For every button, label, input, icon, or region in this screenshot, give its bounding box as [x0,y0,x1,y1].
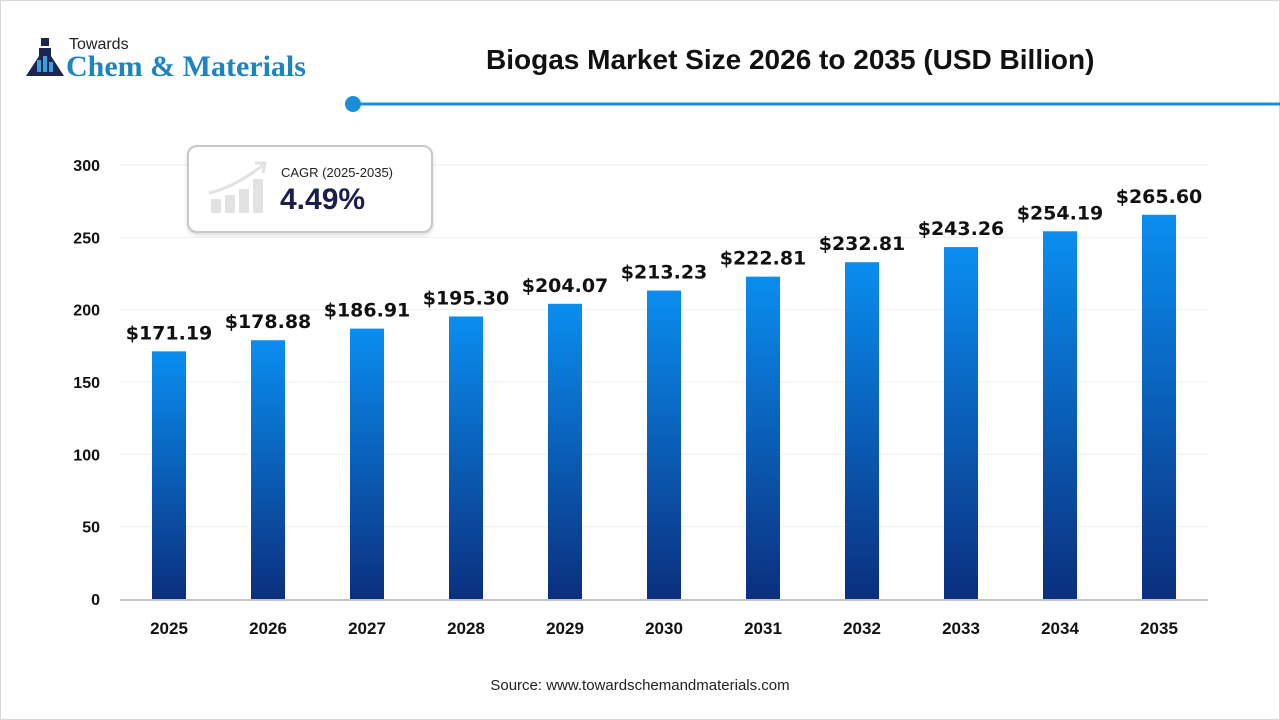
source-text: Source: www.towardschemandmaterials.com [490,677,790,694]
cagr-label: CAGR (2025-2035) [281,165,393,180]
bar-2028 [449,316,483,599]
data-label: $213.23 [621,262,708,284]
data-label: $171.19 [126,322,213,344]
bar-2034 [1043,231,1077,600]
data-label: $265.60 [1116,186,1203,208]
bar-2033 [944,247,978,599]
x-tick-label: 2027 [348,619,386,638]
bar-2030 [647,290,681,599]
y-tick-label: 300 [73,158,100,175]
bar-2035 [1142,214,1176,600]
bar-2026 [251,340,285,599]
x-tick-label: 2025 [150,619,188,638]
x-tick-label: 2030 [645,619,683,638]
bar-2027 [350,328,384,599]
data-label: $232.81 [819,233,906,255]
data-label: $204.07 [522,275,609,297]
brand-line1: Towards [69,36,129,53]
y-tick-label: 150 [73,375,100,392]
y-tick-label: 50 [82,520,100,537]
data-label: $222.81 [720,248,807,270]
growth-chart-icon [208,161,267,213]
y-tick-label: 0 [91,592,100,609]
bar-2031 [746,276,780,599]
x-tick-label: 2028 [447,619,485,638]
data-label: $254.19 [1017,202,1104,224]
y-tick-label: 250 [73,230,100,247]
y-tick-label: 200 [73,303,100,320]
x-tick-label: 2026 [249,619,287,638]
y-tick-label: 100 [73,447,100,464]
bar-2029 [548,303,582,599]
data-label: $186.91 [324,300,411,322]
chart-title: Biogas Market Size 2026 to 2035 (USD Bil… [486,44,1095,75]
x-tick-label: 2034 [1041,619,1079,638]
data-label: $243.26 [918,218,1005,240]
bar-2025 [152,351,186,599]
flask-icon [26,38,64,76]
x-tick-label: 2031 [744,619,782,638]
bar-2032 [845,262,879,599]
brand-line2: Chem & Materials [66,50,306,83]
x-tick-label: 2032 [843,619,881,638]
cagr-box: CAGR (2025-2035) 4.49% [187,145,433,233]
x-tick-label: 2035 [1140,619,1178,638]
cagr-value: 4.49% [280,183,366,216]
x-tick-label: 2029 [546,619,584,638]
data-label: $195.30 [423,287,510,309]
x-tick-label: 2033 [942,619,980,638]
data-label: $178.88 [225,311,312,333]
